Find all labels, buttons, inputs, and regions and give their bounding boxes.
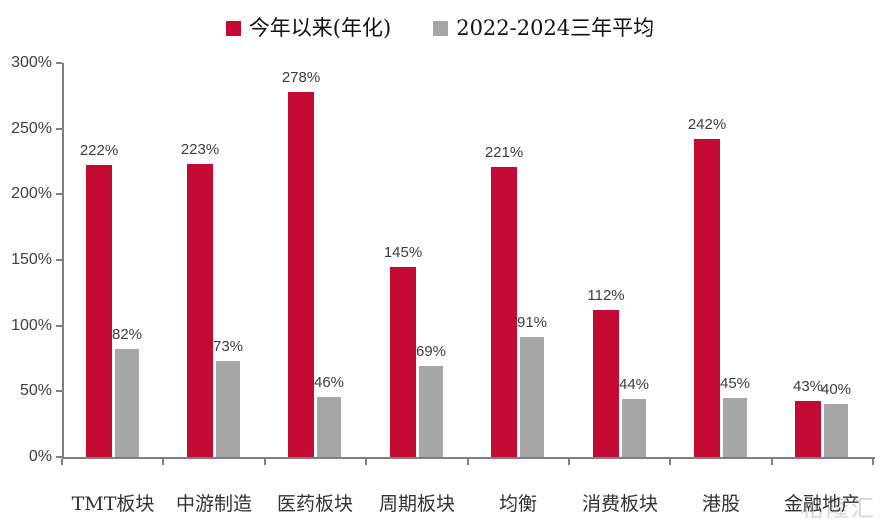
legend-label: 2022-2024三年平均	[456, 16, 655, 40]
bar-value-label: 69%	[415, 343, 447, 360]
bar-three-year-avg	[115, 349, 139, 457]
y-tick-label: 250%	[11, 119, 52, 137]
bar-current-year	[795, 401, 821, 457]
y-tick	[56, 390, 62, 393]
x-tick	[770, 459, 773, 465]
bar-value-label: 45%	[719, 375, 751, 392]
x-axis-category-label: 中游制造	[175, 493, 253, 515]
bar-value-label: 112%	[587, 287, 625, 304]
y-tick	[56, 456, 62, 458]
y-axis	[62, 63, 64, 457]
bar-current-year	[288, 92, 314, 457]
x-axis-category-label: TMT板块	[71, 493, 155, 515]
y-tick-label: 300%	[11, 54, 52, 71]
legend: 今年以来(年化) 2022-2024三年平均	[0, 18, 880, 39]
x-axis	[62, 457, 875, 459]
legend-item-0: 今年以来(年化)	[225, 16, 392, 40]
bar-value-label: 46%	[313, 374, 345, 391]
y-tick-label: 200%	[11, 185, 52, 203]
bar-value-label: 222%	[79, 142, 119, 159]
x-tick	[263, 459, 266, 465]
bar-current-year	[187, 164, 213, 457]
x-tick	[466, 459, 469, 465]
y-tick-label: 150%	[11, 251, 52, 268]
y-tick	[56, 127, 62, 130]
x-axis-category-label: 均衡	[498, 493, 538, 515]
y-tick-label: 0%	[28, 448, 52, 465]
bar-three-year-avg	[520, 337, 544, 457]
bar-value-label: 145%	[383, 244, 423, 261]
x-tick	[61, 459, 63, 465]
legend-swatch-icon	[225, 21, 241, 36]
legend-item-1: 2022-2024三年平均	[433, 18, 654, 39]
watermark: 格隆汇	[801, 496, 876, 522]
x-axis-category-label: 医药板块	[276, 493, 354, 515]
x-axis-category-label: 金融地产	[783, 493, 861, 515]
legend-swatch-icon	[433, 21, 449, 36]
bar-value-label: 242%	[687, 116, 727, 133]
y-tick	[56, 62, 62, 64]
x-axis-category-label: 港股	[701, 493, 741, 515]
x-axis-category-label: 周期板块	[378, 493, 456, 515]
x-tick	[365, 459, 368, 465]
bar-value-label: 91%	[516, 314, 548, 331]
bar-current-year	[86, 165, 112, 457]
bar-current-year	[694, 139, 720, 457]
bar-value-label: 40%	[820, 381, 852, 398]
bar-value-label: 73%	[212, 338, 244, 355]
bar-value-label: 223%	[180, 141, 220, 158]
bar-current-year	[390, 267, 416, 457]
bar-three-year-avg	[824, 404, 848, 457]
y-tick	[56, 193, 62, 196]
x-tick	[567, 459, 570, 465]
y-tick	[56, 259, 62, 261]
x-tick	[162, 459, 165, 465]
legend-label: 今年以来(年化)	[248, 16, 392, 40]
bar-current-year	[491, 167, 517, 457]
y-tick-label: 50%	[19, 382, 52, 400]
x-axis-category-label: 消费板块	[581, 493, 659, 515]
bar-value-label: 278%	[281, 69, 321, 86]
bar-three-year-avg	[723, 398, 747, 457]
bar-current-year	[593, 310, 619, 457]
bar-value-label: 82%	[111, 326, 143, 343]
x-tick	[669, 459, 672, 465]
bar-three-year-avg	[419, 366, 443, 457]
y-tick	[56, 324, 62, 327]
bar-value-label: 221%	[484, 144, 524, 161]
y-tick-label: 100%	[11, 316, 52, 334]
bar-three-year-avg	[317, 397, 341, 457]
bar-three-year-avg	[216, 361, 240, 457]
bar-three-year-avg	[622, 399, 646, 457]
bar-value-label: 44%	[618, 376, 650, 393]
x-tick	[872, 459, 874, 465]
bar-value-label: 43%	[792, 378, 824, 395]
